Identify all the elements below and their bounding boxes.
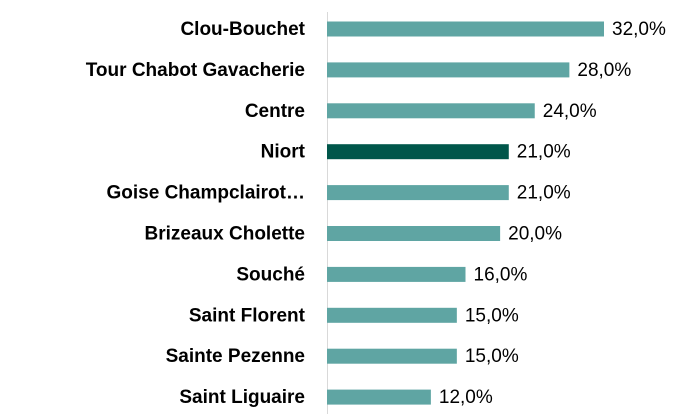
category-label: Souché: [236, 264, 305, 285]
bar: [327, 348, 457, 364]
category-label: Tour Chabot Gavacherie: [86, 60, 305, 81]
category-label: Sainte Pezenne: [166, 346, 305, 367]
bar: [327, 21, 604, 37]
value-label: 32,0%: [612, 19, 666, 40]
category-label: Clou-Bouchet: [180, 19, 305, 40]
category-label: Brizeaux Cholette: [145, 224, 305, 245]
category-label: Goise Champclairot…: [107, 183, 306, 204]
value-label: 28,0%: [577, 60, 631, 81]
category-label: Saint Florent: [189, 305, 306, 326]
value-label: 24,0%: [543, 101, 597, 122]
value-label: 16,0%: [474, 264, 528, 285]
bar: [327, 307, 457, 323]
value-label: 21,0%: [517, 142, 571, 163]
bar: [327, 266, 466, 282]
bar: [327, 62, 570, 78]
value-label: 20,0%: [508, 224, 562, 245]
bar: [327, 144, 509, 160]
bar: [327, 185, 509, 201]
bar: [327, 389, 431, 405]
bar: [327, 103, 535, 119]
value-label: 12,0%: [439, 387, 493, 408]
category-label: Saint Liguaire: [179, 387, 305, 408]
value-label: 15,0%: [465, 305, 519, 326]
value-label: 21,0%: [517, 183, 571, 204]
category-label: Centre: [245, 101, 305, 122]
bar: [327, 226, 501, 241]
category-label: Niort: [261, 142, 306, 163]
value-label: 15,0%: [465, 346, 519, 367]
